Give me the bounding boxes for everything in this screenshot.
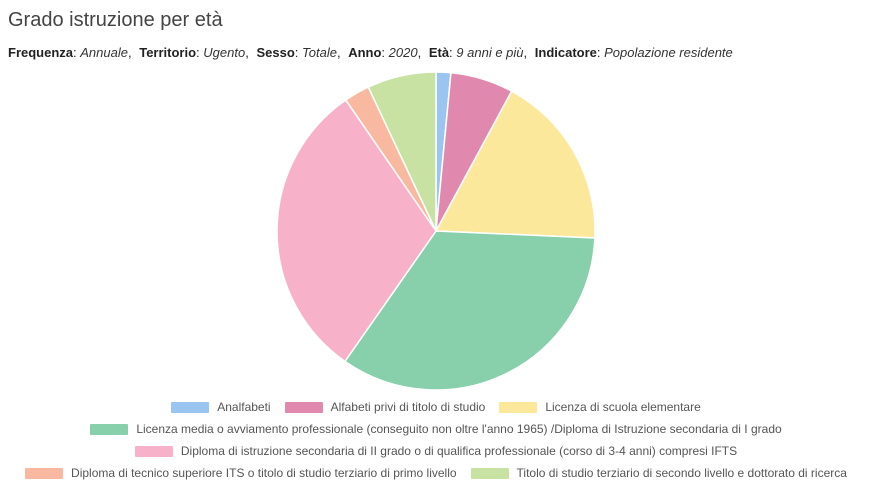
legend-row-2: Licenza media o avviamento professionale… (0, 422, 872, 436)
legend-swatch (25, 467, 64, 479)
legend-item-licenza-media[interactable]: Licenza media o avviamento professionale… (90, 422, 782, 436)
legend-label: Analfabeti (217, 400, 271, 414)
legend-swatch (470, 467, 509, 479)
legend-label: Titolo di studio terziario di secondo li… (516, 466, 847, 480)
legend-label: Diploma di tecnico superiore ITS o titol… (71, 466, 457, 480)
pie-slice-5[interactable] (276, 99, 437, 363)
filter-anno: Anno: 2020, (348, 45, 422, 60)
legend-item-diploma-secondaria[interactable]: Diploma di istruzione secondaria di II g… (134, 444, 738, 458)
pie-slice-4[interactable] (343, 230, 596, 391)
filter-frequenza: Frequenza: Annuale, (8, 45, 132, 60)
legend-item-tecnico-superiore[interactable]: Diploma di tecnico superiore ITS o titol… (25, 466, 457, 480)
legend-label: Alfabeti privi di titolo di studio (330, 400, 486, 414)
legend-swatch (90, 423, 129, 435)
legend-row-3: Diploma di istruzione secondaria di II g… (0, 444, 872, 458)
legend-item-analfabeti[interactable]: Analfabeti (171, 400, 271, 414)
legend-row-4: Diploma di tecnico superiore ITS o titol… (0, 466, 872, 480)
filter-eta: Età: 9 anni e più, (428, 45, 528, 60)
filter-indicatore: Indicatore: Popolazione residente (534, 45, 733, 60)
pie-slice-3[interactable] (434, 90, 596, 239)
legend-swatch (171, 401, 210, 413)
legend-label: Licenza di scuola elementare (545, 400, 701, 414)
pie-slice-7[interactable] (367, 71, 437, 232)
legend-label: Diploma di istruzione secondaria di II g… (180, 444, 738, 458)
filter-sesso: Sesso: Totale, (256, 45, 341, 60)
legend-item-licenza-elementare[interactable]: Licenza di scuola elementare (499, 400, 701, 414)
legend-label: Licenza media o avviamento professionale… (136, 422, 782, 436)
legend-row-1: Analfabeti Alfabeti privi di titolo di s… (0, 400, 872, 414)
legend-swatch (284, 401, 323, 413)
page-title: Grado istruzione per età (8, 9, 223, 31)
legend-swatch (499, 401, 538, 413)
legend-item-titolo-terziario[interactable]: Titolo di studio terziario di secondo li… (470, 466, 847, 480)
legend-item-alfabeti-privi[interactable]: Alfabeti privi di titolo di studio (284, 400, 486, 414)
filter-territorio: Territorio: Ugento, (139, 45, 249, 60)
legend-swatch (134, 445, 173, 457)
filter-summary: Frequenza: Annuale, Territorio: Ugento, … (8, 45, 733, 60)
